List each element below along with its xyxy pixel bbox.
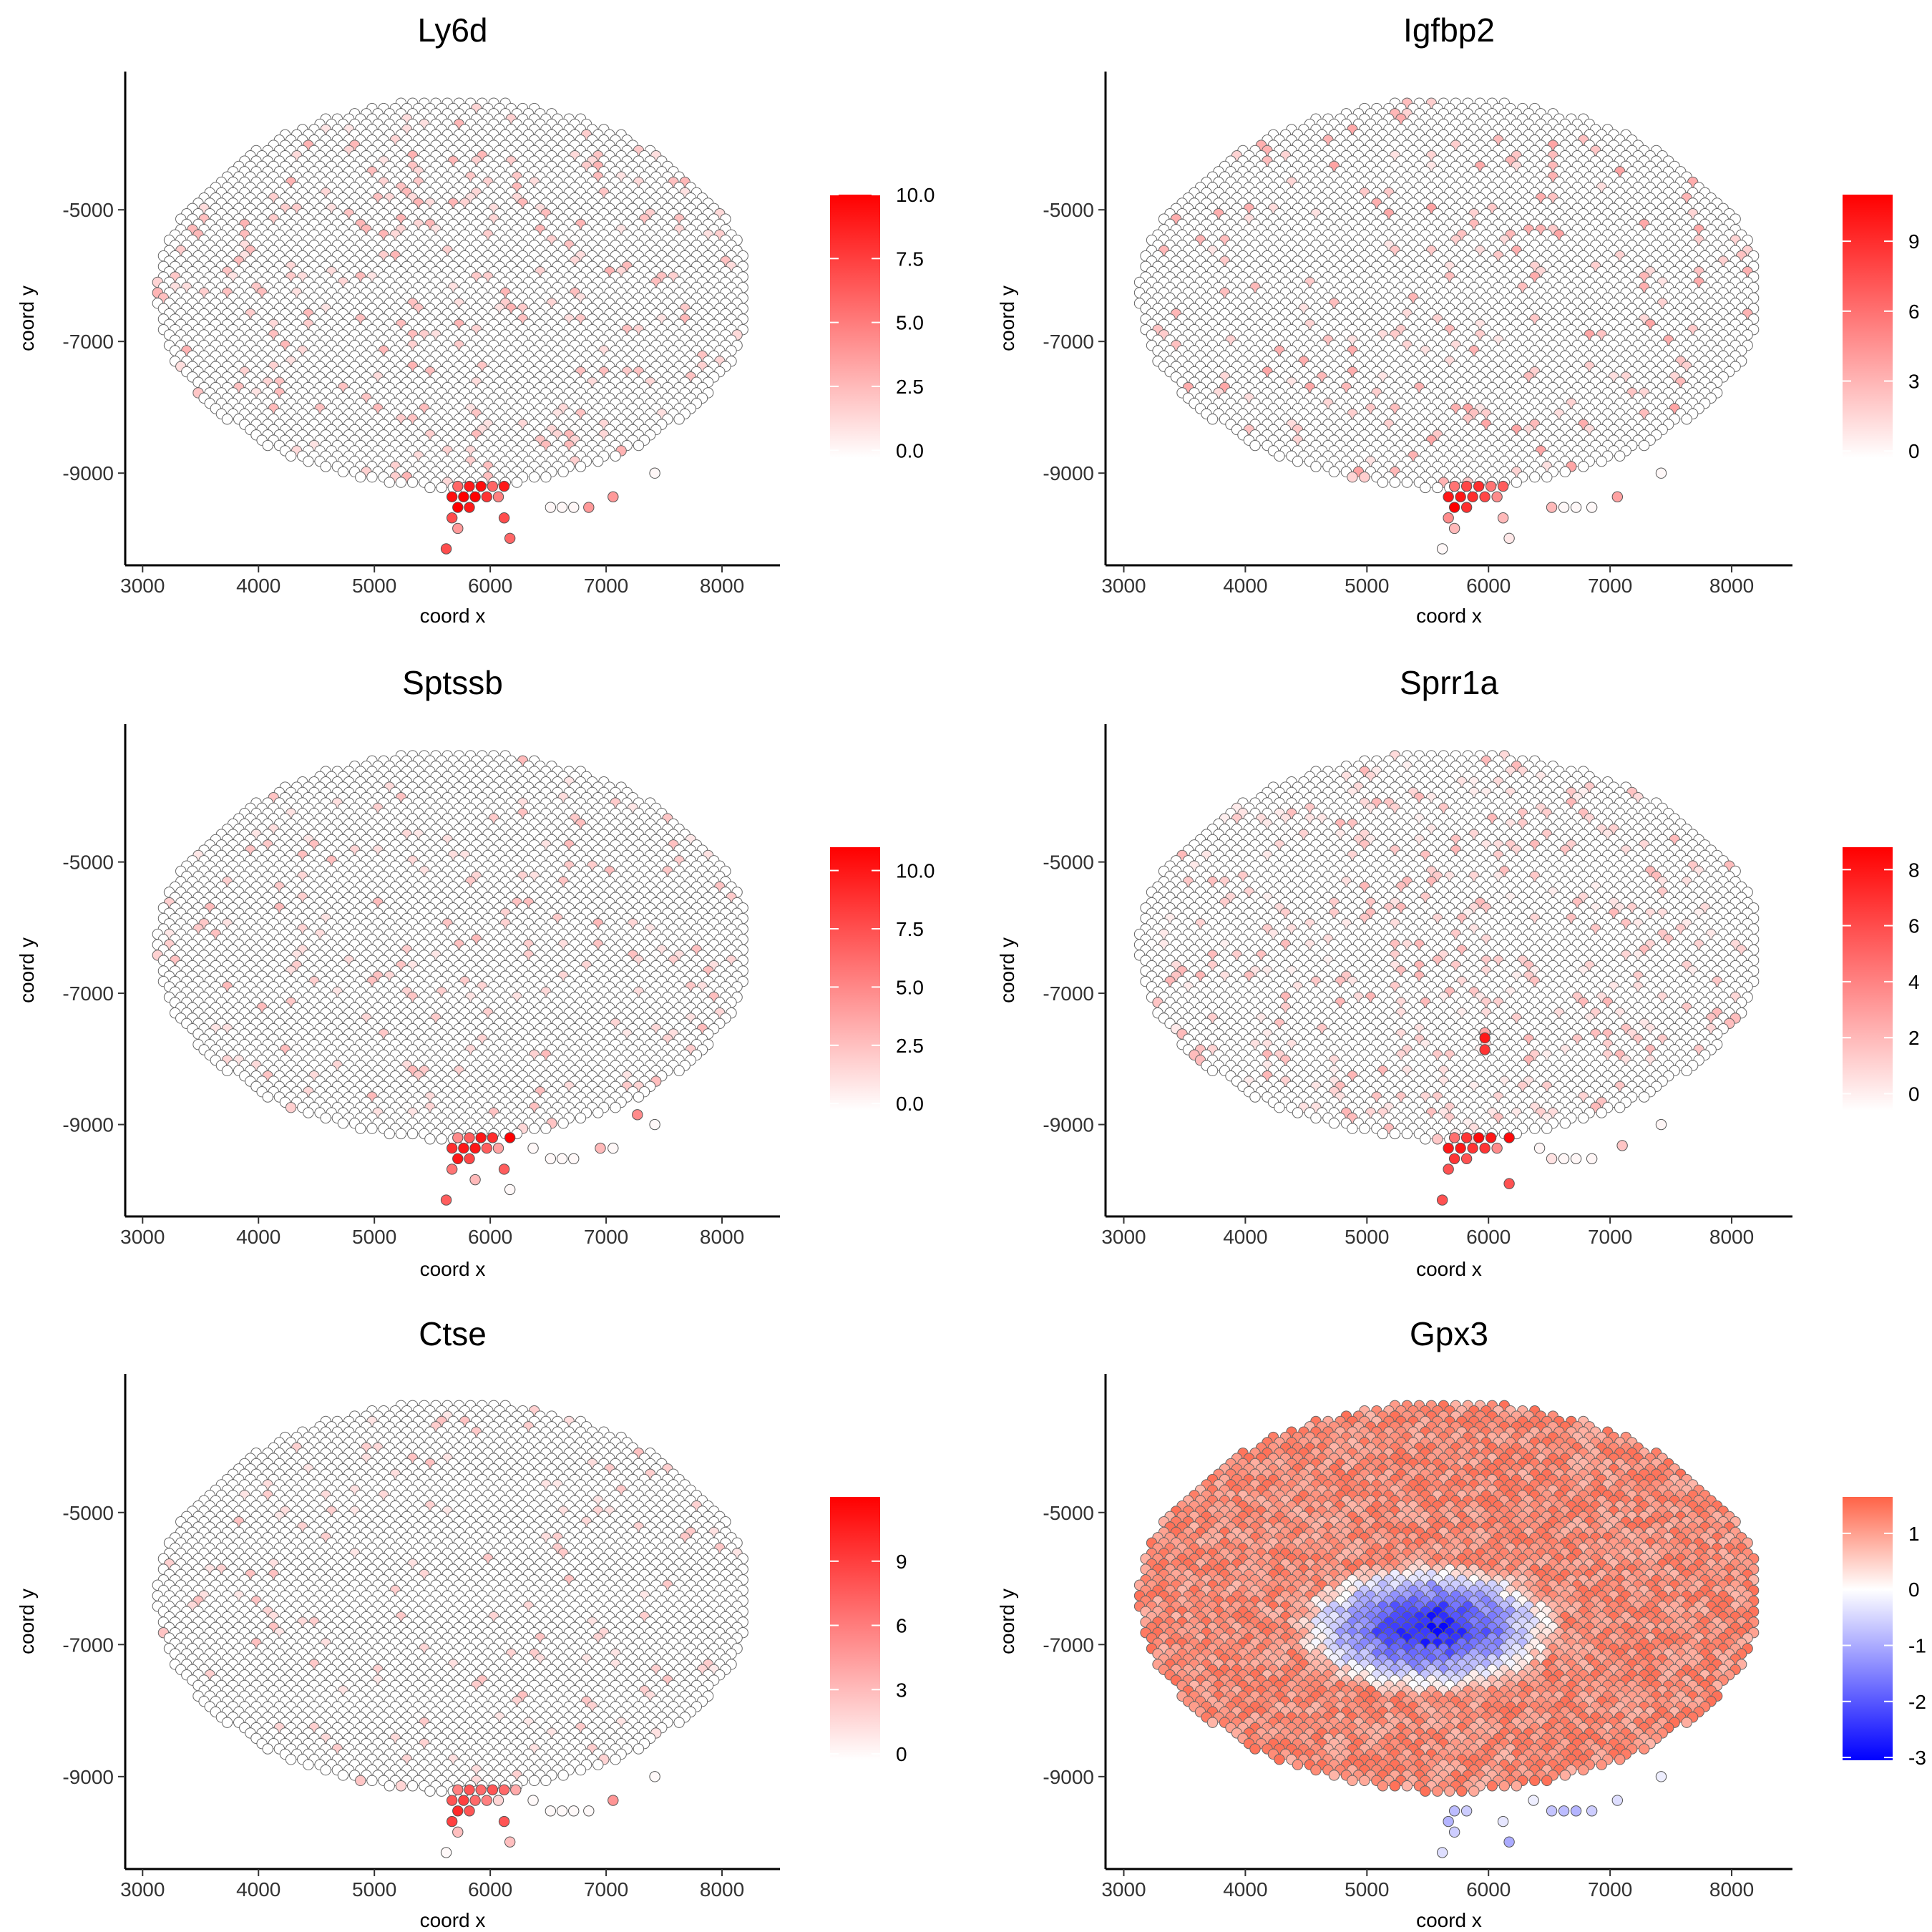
hotspot-point [464,480,475,492]
colorbar [830,195,880,458]
spot-point [528,472,540,483]
spot-point [633,439,645,452]
hotspot-point [498,512,510,524]
panel-ly6d: Ly6d 3000 4000 5000 6000 7000 8000 -5000 -7000 -9… [16,11,935,627]
y-tick-label: -9000 [62,462,114,484]
spot-point [262,439,273,452]
panel-title: Ly6d [417,11,487,49]
spot-point [406,477,419,488]
x-tick-label: 6000 [468,575,512,597]
x-tick-label: 7000 [1588,575,1632,597]
hotspot-point [469,491,481,503]
hotspot-point [583,502,595,513]
hotspot-point [440,543,452,555]
spot-point [355,472,366,483]
spot-point [221,414,233,425]
colorbar-tick-label: 0.0 [896,439,924,462]
spot-point [511,477,523,488]
panel-title: Igfbp2 [1403,11,1495,49]
spot-point [575,461,587,472]
hotspot-point [475,480,487,492]
spot-point [337,466,349,478]
y-tick-label: -7000 [62,331,114,353]
spot-point [303,455,314,467]
y-tick-label: -7000 [1043,331,1094,353]
x-tick-label: 4000 [1223,575,1267,597]
hotspot-point [446,491,458,503]
hotspot-point [458,491,469,503]
y-tick-label: -9000 [1043,462,1094,484]
hotspot-point [452,502,464,513]
spot-layer [1133,97,1760,555]
x-tick-label: 7000 [584,575,628,597]
hotspot-point [649,467,660,479]
x-tick-label: 5000 [352,575,396,597]
spot-point [610,450,621,462]
x-tick-label: 8000 [1709,575,1754,597]
hotspot-point [446,512,458,524]
hotspot-point [545,502,557,513]
spot-layer [152,97,748,555]
x-axis-label: coord x [1416,605,1482,627]
x-tick-label: 5000 [1345,575,1389,597]
hotspot-point [487,480,499,492]
hotspot-point [452,522,464,535]
colorbar-tick-label: 7.5 [896,248,924,270]
spot-point [436,482,447,494]
x-tick-label: 4000 [236,575,280,597]
colorbar-tick-label: 2.5 [896,376,924,398]
colorbar-tick-label: 5.0 [896,312,924,334]
spot-point [285,450,297,462]
x-tick-label: 3000 [120,575,165,597]
spot-point [395,477,407,488]
hotspot-point [498,480,510,492]
hotspot-point [452,480,464,492]
hotspot-point [481,491,492,503]
y-tick-label: -5000 [62,199,114,221]
panel-igfbp2: Igfbp2 3000 4000 5000 6000 7000 8000 -5000 -7000… [996,11,1920,627]
spot-point [366,472,378,483]
spot-point [384,477,395,488]
spot-point [673,414,685,425]
y-axis-label: coord y [996,286,1018,351]
spot-point [592,455,604,467]
hotspot-point [568,502,580,513]
hotspot-point [504,532,516,544]
spot-point [540,472,552,483]
spot-point [557,466,569,478]
spot-point [424,482,436,494]
x-tick-label: 6000 [1466,575,1511,597]
hotspot-point [556,502,568,513]
x-tick-label: 3000 [1101,575,1146,597]
hotspot-point [464,502,475,513]
colorbar-tick-label: 10.0 [896,184,935,206]
y-axis-label: coord y [16,286,38,351]
y-tick-label: -5000 [1043,199,1094,221]
hotspot-point [492,491,504,503]
x-axis-label: coord x [420,605,486,627]
x-tick-label: 8000 [700,575,744,597]
spot-point [320,461,331,472]
hotspot-point [608,491,619,503]
